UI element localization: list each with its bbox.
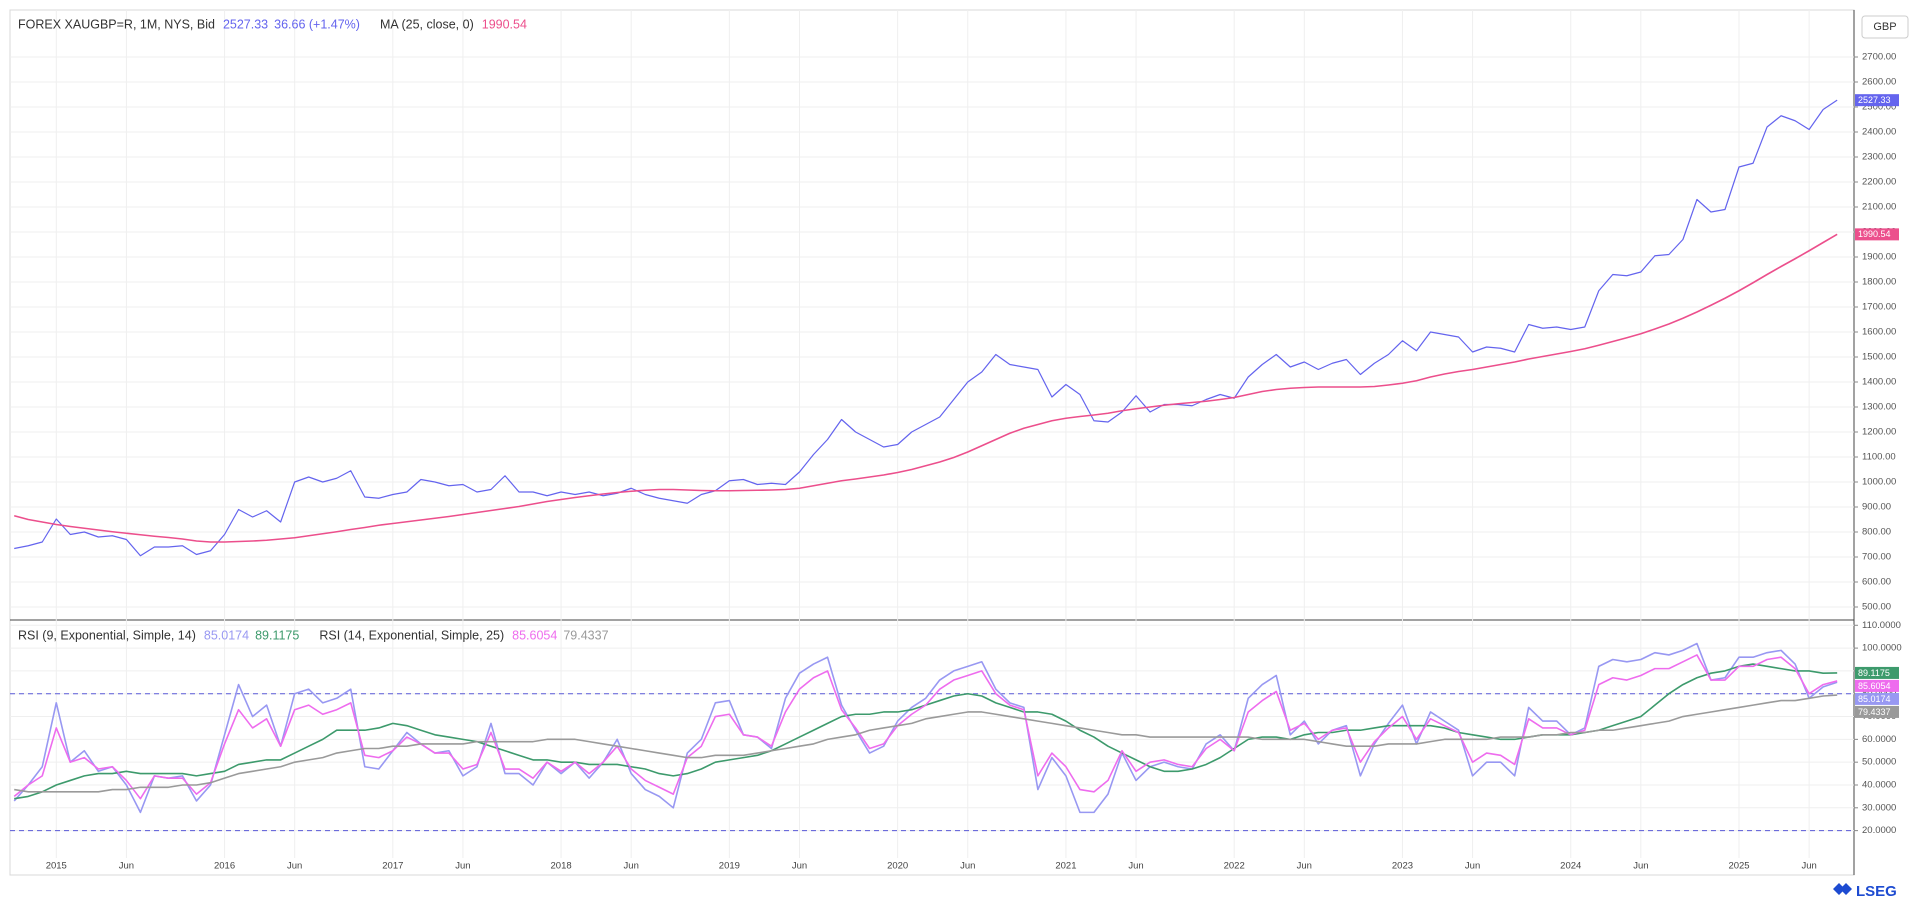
- logo-text: LSEG: [1856, 883, 1897, 900]
- legend-label: RSI (14, Exponential, Simple, 25): [319, 628, 504, 642]
- y-tick-label: 1200.00: [1862, 427, 1896, 438]
- value-badge: [1855, 692, 1899, 705]
- series-line: [13, 642, 1838, 814]
- legend-value: 89.1175: [255, 628, 299, 642]
- x-tick-label: Jun: [960, 861, 975, 872]
- x-tick-label: 2016: [214, 861, 235, 872]
- value-badge: [1855, 705, 1899, 718]
- y-tick-label: 40.0000: [1862, 780, 1896, 791]
- value-badge-label: 85.0174: [1858, 694, 1891, 704]
- y-tick-label: 1900.00: [1862, 252, 1896, 263]
- series-line: [14, 694, 1838, 793]
- y-tick-label: 2300.00: [1862, 152, 1896, 163]
- x-tick-label: Jun: [792, 861, 807, 872]
- x-tick-label: Jun: [287, 861, 302, 872]
- x-tick-label: 2015: [46, 861, 67, 872]
- y-tick-label: 1300.00: [1862, 402, 1896, 413]
- currency-box[interactable]: [1861, 15, 1909, 39]
- y-tick-label: 700.00: [1862, 552, 1891, 563]
- legend-value: 85.6054: [512, 628, 557, 642]
- y-tick-label: 50.0000: [1862, 757, 1896, 768]
- y-tick-label: 600.00: [1862, 577, 1891, 588]
- y-tick-label: 60.0000: [1862, 734, 1896, 745]
- y-tick-label: 800.00: [1862, 527, 1891, 538]
- y-tick-label: 2500.00: [1862, 102, 1896, 113]
- label-layer: 2015 Jun 2016 Jun 2017 Jun 2018 Jun 2019 Jun 2020 J…: [18, 17, 1902, 871]
- value-badge-label: 79.4337: [1858, 707, 1891, 717]
- logo: LSEG: [1833, 883, 1897, 900]
- y-tick-label: 2400.00: [1862, 127, 1896, 138]
- legend-label: RSI (9, Exponential, Simple, 14): [18, 628, 196, 642]
- series-line: [14, 99, 1838, 557]
- x-tick-label: Jun: [1297, 861, 1312, 872]
- value-badge: [1855, 666, 1899, 679]
- y-tick-label: 1600.00: [1862, 327, 1896, 338]
- logo-icon: [1833, 883, 1852, 895]
- y-tick-label: 2700.00: [1862, 52, 1896, 63]
- y-tick-label: 2600.00: [1862, 77, 1896, 88]
- series-line: [14, 233, 1838, 543]
- value-badge-label: 1990.54: [1858, 229, 1891, 239]
- y-tick-label: 1800.00: [1862, 277, 1896, 288]
- y-tick-label: 110.0000: [1862, 620, 1901, 631]
- x-tick-label: Jun: [1465, 861, 1480, 872]
- x-tick-label: Jun: [119, 861, 134, 872]
- x-tick-label: 2018: [551, 861, 572, 872]
- value-badge-label: 85.6054: [1858, 681, 1891, 691]
- currency-label: GBP: [1873, 21, 1896, 33]
- x-tick-label: 2025: [1728, 861, 1749, 872]
- x-tick-label: 2020: [887, 861, 908, 872]
- y-tick-label: 1000.00: [1862, 477, 1896, 488]
- legend-label: MA (25, close, 0): [380, 17, 474, 31]
- x-tick-label: 2022: [1224, 861, 1245, 872]
- legend-value: 1990.54: [482, 17, 527, 31]
- y-tick-label: 20.0000: [1862, 825, 1896, 836]
- series-line: [13, 654, 1838, 800]
- x-tick-label: 2023: [1392, 861, 1413, 872]
- value-badge: [1855, 679, 1899, 692]
- y-tick-label: 500.00: [1862, 602, 1891, 613]
- legend-value: 79.4337: [563, 628, 608, 642]
- value-badge-label: 2527.33: [1858, 95, 1891, 105]
- x-tick-label: Jun: [455, 861, 470, 872]
- legend-label: FOREX XAUGBP=R, 1M, NYS, Bid: [18, 17, 215, 31]
- y-tick-label: 2200.00: [1862, 177, 1896, 188]
- x-tick-label: Jun: [1633, 861, 1648, 872]
- y-tick-label: 30.0000: [1862, 802, 1896, 813]
- x-tick-label: Jun: [1801, 861, 1816, 872]
- y-tick-label: 1400.00: [1862, 377, 1896, 388]
- y-tick-label: 100.0000: [1862, 643, 1902, 654]
- value-badge: [1855, 228, 1899, 241]
- y-tick-label: 1700.00: [1862, 302, 1896, 313]
- grid-layer: [10, 10, 1854, 858]
- legend-value: 85.0174: [204, 628, 249, 642]
- x-tick-label: 2017: [382, 861, 403, 872]
- x-tick-label: 2019: [719, 861, 740, 872]
- y-tick-label: 900.00: [1862, 502, 1891, 513]
- x-tick-label: Jun: [624, 861, 639, 872]
- x-tick-label: 2024: [1560, 861, 1581, 872]
- x-tick-label: 2021: [1055, 861, 1076, 872]
- plot-frame: [9, 9, 1855, 876]
- line-layer: [10, 99, 1854, 832]
- y-tick-label: 2100.00: [1862, 202, 1896, 213]
- y-tick-label: 1500.00: [1862, 352, 1896, 363]
- value-badge-label: 89.1175: [1858, 668, 1890, 678]
- value-badge: [1855, 94, 1899, 107]
- legend-value: 2527.33: [223, 17, 268, 31]
- y-tick-label: 1100.00: [1862, 452, 1896, 463]
- legend-change: 36.66 (+1.47%): [274, 17, 360, 31]
- x-tick-label: Jun: [1128, 861, 1143, 872]
